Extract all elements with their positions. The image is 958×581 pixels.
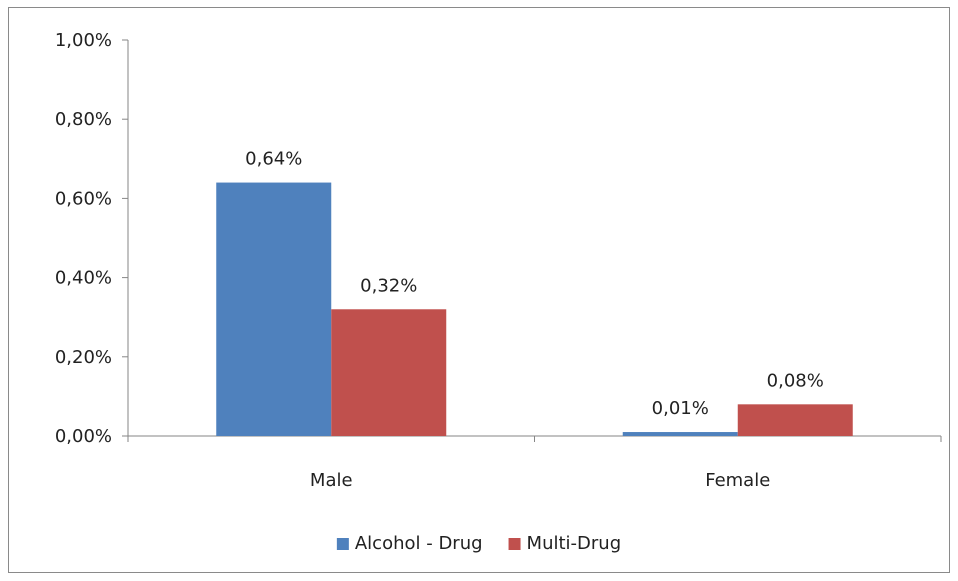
bar: [331, 309, 447, 436]
bar: [622, 432, 738, 436]
legend-item: Alcohol - Drug: [336, 533, 483, 554]
legend-swatch: [336, 538, 349, 550]
data-label: 0,01%: [652, 398, 709, 419]
y-tick-label: 1,00%: [55, 30, 112, 51]
legend-label: Alcohol - Drug: [355, 533, 483, 554]
legend-label: Multi-Drug: [527, 533, 622, 554]
x-axis: Male Female: [127, 435, 942, 491]
data-labels: 0,64% 0,32% 0,01% 0,08%: [245, 149, 824, 419]
legend-swatch: [508, 538, 521, 550]
data-label: 0,08%: [767, 370, 824, 391]
data-label: 0,32%: [360, 275, 417, 296]
y-tick-label: 0,60%: [55, 188, 112, 209]
chart-frame: [8, 7, 950, 573]
data-label: 0,64%: [245, 149, 302, 170]
y-tick-label: 0,00%: [55, 426, 112, 447]
y-axis: 0,00% 0,20% 0,40% 0,60% 0,80% 1,00%: [55, 30, 129, 447]
x-category-label: Female: [705, 470, 770, 491]
y-tick-label: 0,80%: [55, 109, 112, 130]
y-tick-label: 0,40%: [55, 268, 112, 289]
legend: Alcohol - Drug Multi-Drug: [336, 533, 622, 554]
bar: [216, 182, 332, 436]
bars: [216, 182, 853, 436]
y-tick-label: 0,20%: [55, 347, 112, 368]
x-category-label: Male: [310, 470, 353, 491]
bar: [737, 404, 853, 436]
legend-item: Multi-Drug: [508, 533, 622, 554]
